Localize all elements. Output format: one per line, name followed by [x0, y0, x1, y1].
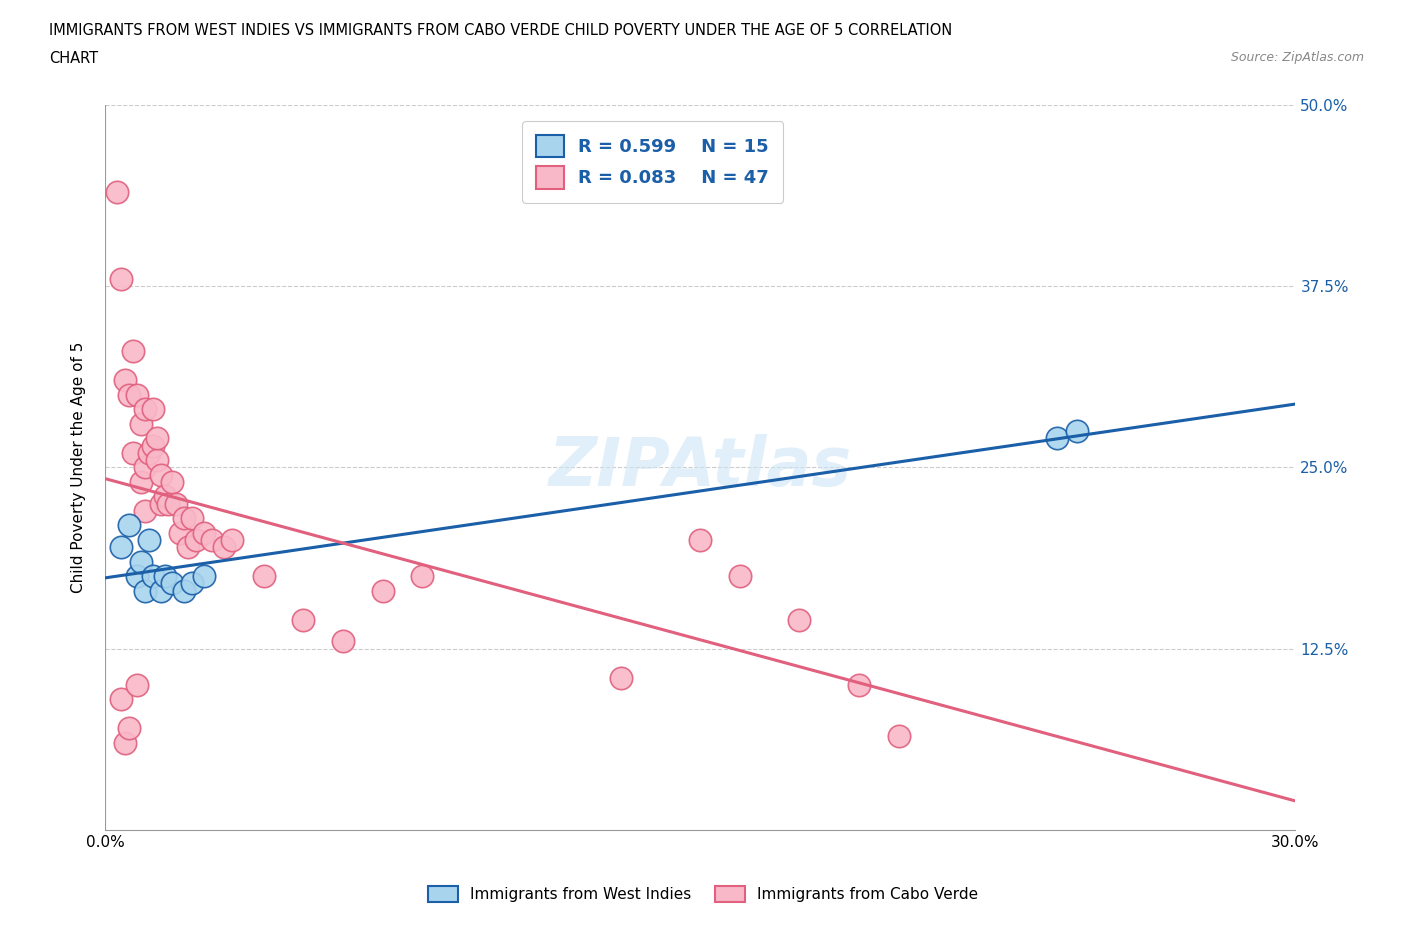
Point [149, 583, 172, 598]
Point [138, 445, 160, 460]
Point [114, 373, 136, 388]
Point [1066, 424, 1088, 439]
Point [138, 533, 160, 548]
Point [149, 467, 172, 482]
Point [142, 569, 165, 584]
Point [121, 445, 143, 460]
Point [201, 533, 224, 548]
Point [162, 474, 184, 489]
Text: IMMIGRANTS FROM WEST INDIES VS IMMIGRANTS FROM CABO VERDE CHILD POVERTY UNDER TH: IMMIGRANTS FROM WEST INDIES VS IMMIGRANT… [49, 23, 952, 38]
Point [371, 583, 394, 598]
Point [145, 431, 167, 445]
Point [153, 569, 176, 584]
Point [1046, 431, 1069, 445]
Point [121, 344, 143, 359]
Point [173, 511, 195, 525]
Point [125, 388, 148, 403]
Text: ZIPAtlas: ZIPAtlas [548, 434, 852, 500]
Point [110, 692, 132, 707]
Point [142, 402, 165, 417]
Point [610, 671, 633, 685]
Text: CHART: CHART [49, 51, 98, 66]
Text: Source: ZipAtlas.com: Source: ZipAtlas.com [1230, 51, 1364, 64]
Point [181, 576, 204, 591]
Point [173, 583, 195, 598]
Point [129, 474, 152, 489]
Point [789, 612, 811, 627]
Point [118, 721, 141, 736]
Point [134, 583, 156, 598]
Point [118, 388, 141, 403]
Point [105, 184, 128, 199]
Point [110, 539, 132, 554]
Point [114, 736, 136, 751]
Point [125, 678, 148, 693]
Point [177, 539, 200, 554]
Point [129, 554, 152, 569]
Point [134, 402, 156, 417]
Point [118, 518, 141, 533]
Point [153, 489, 176, 504]
Point [165, 497, 187, 512]
Point [181, 511, 204, 525]
Point [332, 634, 354, 649]
Point [212, 539, 235, 554]
Point [162, 576, 184, 591]
Y-axis label: Child Poverty Under the Age of 5: Child Poverty Under the Age of 5 [72, 341, 86, 593]
Point [125, 569, 148, 584]
Point [157, 497, 180, 512]
Point [145, 453, 167, 468]
Point [134, 503, 156, 518]
Point [149, 497, 172, 512]
Point [411, 569, 433, 584]
Point [142, 438, 165, 453]
Point [728, 569, 751, 584]
Point [689, 533, 711, 548]
Point [110, 272, 132, 286]
Point [169, 525, 191, 540]
Point [221, 533, 243, 548]
Point [129, 417, 152, 432]
Point [887, 728, 910, 743]
Legend: R = 0.599    N = 15, R = 0.083    N = 47: R = 0.599 N = 15, R = 0.083 N = 47 [522, 121, 783, 203]
Point [292, 612, 315, 627]
Point [186, 533, 208, 548]
Point [848, 678, 870, 693]
Point [134, 460, 156, 475]
Point [193, 525, 215, 540]
Point [253, 569, 276, 584]
Point [193, 569, 215, 584]
Legend: Immigrants from West Indies, Immigrants from Cabo Verde: Immigrants from West Indies, Immigrants … [422, 880, 984, 909]
